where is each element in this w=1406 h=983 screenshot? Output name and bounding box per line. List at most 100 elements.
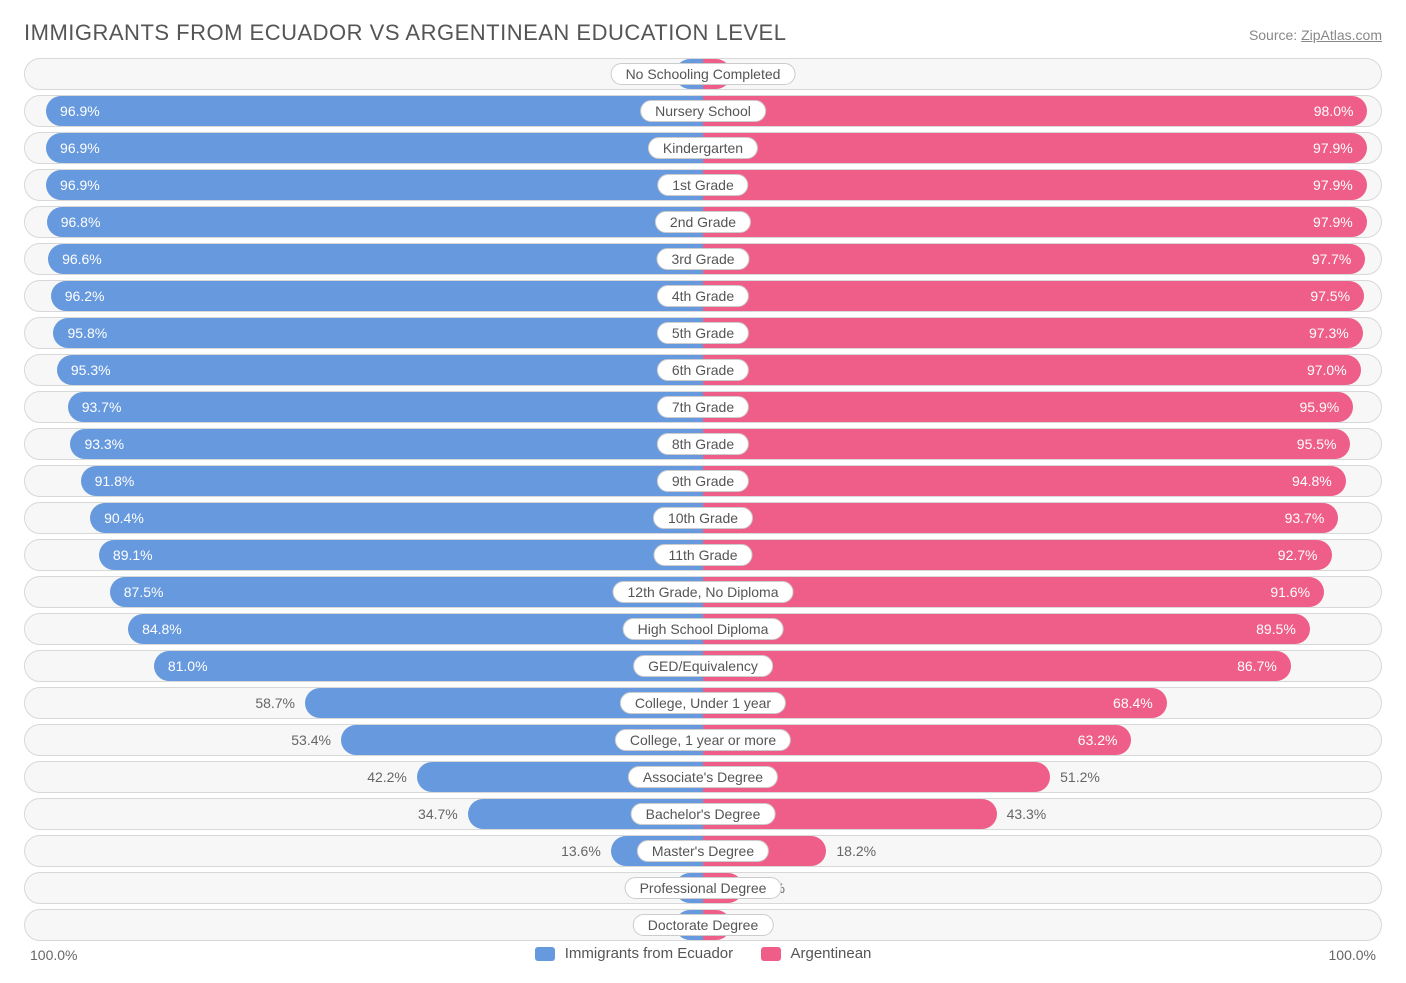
bar-left: 96.9% — [46, 170, 703, 200]
bar-left: 84.8% — [128, 614, 703, 644]
bar-left: 89.1% — [99, 540, 703, 570]
bar-left: 96.8% — [47, 207, 703, 237]
diverging-bar-chart: 3.1%2.1%No Schooling Completed96.9%98.0%… — [24, 58, 1382, 941]
chart-row: 96.9%97.9%1st Grade — [24, 169, 1382, 201]
category-label: College, Under 1 year — [620, 692, 786, 714]
chart-row: 89.1%92.7%11th Grade — [24, 539, 1382, 571]
bar-right: 91.6% — [703, 577, 1324, 607]
bar-right: 86.7% — [703, 651, 1291, 681]
category-label: 9th Grade — [657, 470, 749, 492]
bar-right: 97.9% — [703, 170, 1367, 200]
bar-right-value: 18.2% — [826, 836, 886, 866]
bar-left-value: 34.7% — [408, 799, 468, 829]
chart-row: 96.8%97.9%2nd Grade — [24, 206, 1382, 238]
legend-label-right: Argentinean — [791, 945, 872, 962]
category-label: Bachelor's Degree — [631, 803, 776, 825]
bar-right: 92.7% — [703, 540, 1332, 570]
bar-left: 96.6% — [48, 244, 703, 274]
chart-footer: 100.0% 100.0% Immigrants from Ecuador Ar… — [24, 943, 1382, 963]
bar-right: 97.0% — [703, 355, 1361, 385]
category-label: Professional Degree — [625, 877, 782, 899]
source-link[interactable]: ZipAtlas.com — [1301, 27, 1382, 43]
category-label: No Schooling Completed — [611, 63, 796, 85]
bar-right: 97.3% — [703, 318, 1363, 348]
chart-row: 90.4%93.7%10th Grade — [24, 502, 1382, 534]
legend-item-left: Immigrants from Ecuador — [535, 945, 734, 962]
bar-left-value: 53.4% — [281, 725, 341, 755]
legend: Immigrants from Ecuador Argentinean — [24, 945, 1382, 962]
bar-left: 91.8% — [81, 466, 703, 496]
bar-right: 95.9% — [703, 392, 1353, 422]
source-attribution: Source: ZipAtlas.com — [1249, 27, 1382, 43]
category-label: High School Diploma — [623, 618, 784, 640]
chart-row: 96.9%97.9%Kindergarten — [24, 132, 1382, 164]
legend-label-left: Immigrants from Ecuador — [565, 945, 733, 962]
chart-row: 53.4%63.2%College, 1 year or more — [24, 724, 1382, 756]
source-label: Source: — [1249, 27, 1297, 43]
category-label: College, 1 year or more — [615, 729, 791, 751]
chart-header: IMMIGRANTS FROM ECUADOR VS ARGENTINEAN E… — [24, 20, 1382, 46]
category-label: 7th Grade — [657, 396, 749, 418]
chart-row: 91.8%94.8%9th Grade — [24, 465, 1382, 497]
bar-right-value: 51.2% — [1050, 762, 1110, 792]
bar-right: 97.5% — [703, 281, 1364, 311]
category-label: 12th Grade, No Diploma — [613, 581, 794, 603]
category-label: 1st Grade — [657, 174, 748, 196]
bar-right: 98.0% — [703, 96, 1367, 126]
chart-row: 96.6%97.7%3rd Grade — [24, 243, 1382, 275]
bar-right: 97.7% — [703, 244, 1365, 274]
chart-row: 58.7%68.4%College, Under 1 year — [24, 687, 1382, 719]
category-label: 2nd Grade — [655, 211, 751, 233]
chart-row: 95.3%97.0%6th Grade — [24, 354, 1382, 386]
bar-left: 90.4% — [90, 503, 703, 533]
bar-left: 93.7% — [68, 392, 703, 422]
chart-title: IMMIGRANTS FROM ECUADOR VS ARGENTINEAN E… — [24, 20, 786, 46]
category-label: Master's Degree — [637, 840, 769, 862]
chart-row: 3.8%5.9%Professional Degree — [24, 872, 1382, 904]
bar-left: 95.3% — [57, 355, 703, 385]
chart-row: 3.1%2.1%No Schooling Completed — [24, 58, 1382, 90]
category-label: Associate's Degree — [628, 766, 778, 788]
category-label: 4th Grade — [657, 285, 749, 307]
category-label: 5th Grade — [657, 322, 749, 344]
category-label: 11th Grade — [653, 544, 752, 566]
bar-left: 81.0% — [154, 651, 703, 681]
category-label: Nursery School — [640, 100, 766, 122]
chart-row: 81.0%86.7%GED/Equivalency — [24, 650, 1382, 682]
category-label: 8th Grade — [657, 433, 749, 455]
chart-row: 96.2%97.5%4th Grade — [24, 280, 1382, 312]
chart-row: 96.9%98.0%Nursery School — [24, 95, 1382, 127]
bar-left: 95.8% — [53, 318, 703, 348]
category-label: 10th Grade — [653, 507, 753, 529]
chart-row: 1.4%2.3%Doctorate Degree — [24, 909, 1382, 941]
chart-row: 95.8%97.3%5th Grade — [24, 317, 1382, 349]
bar-left: 96.2% — [51, 281, 703, 311]
bar-left: 96.9% — [46, 133, 703, 163]
category-label: Doctorate Degree — [633, 914, 774, 936]
legend-swatch-left — [535, 947, 555, 961]
bar-right-value: 43.3% — [997, 799, 1057, 829]
chart-row: 42.2% 51.2% Associate's Degree — [24, 761, 1382, 793]
bar-right: 95.5% — [703, 429, 1350, 459]
chart-row: 13.6% 18.2% Master's Degree — [24, 835, 1382, 867]
category-label: 3rd Grade — [656, 248, 749, 270]
bar-right: 93.7% — [703, 503, 1338, 533]
bar-right: 89.5% — [703, 614, 1310, 644]
chart-row: 84.8%89.5%High School Diploma — [24, 613, 1382, 645]
chart-row: 93.7%95.9%7th Grade — [24, 391, 1382, 423]
bar-right: 97.9% — [703, 207, 1367, 237]
bar-left: 93.3% — [70, 429, 703, 459]
bar-left-value: 13.6% — [551, 836, 611, 866]
legend-swatch-right — [761, 947, 781, 961]
category-label: GED/Equivalency — [633, 655, 773, 677]
bar-left: 96.9% — [46, 96, 703, 126]
bar-left-value: 42.2% — [357, 762, 417, 792]
bar-left-value: 58.7% — [245, 688, 305, 718]
chart-row: 34.7% 43.3% Bachelor's Degree — [24, 798, 1382, 830]
bar-right: 97.9% — [703, 133, 1367, 163]
legend-item-right: Argentinean — [761, 945, 871, 962]
bar-right: 94.8% — [703, 466, 1346, 496]
category-label: Kindergarten — [648, 137, 758, 159]
chart-row: 87.5%91.6%12th Grade, No Diploma — [24, 576, 1382, 608]
chart-row: 93.3%95.5%8th Grade — [24, 428, 1382, 460]
